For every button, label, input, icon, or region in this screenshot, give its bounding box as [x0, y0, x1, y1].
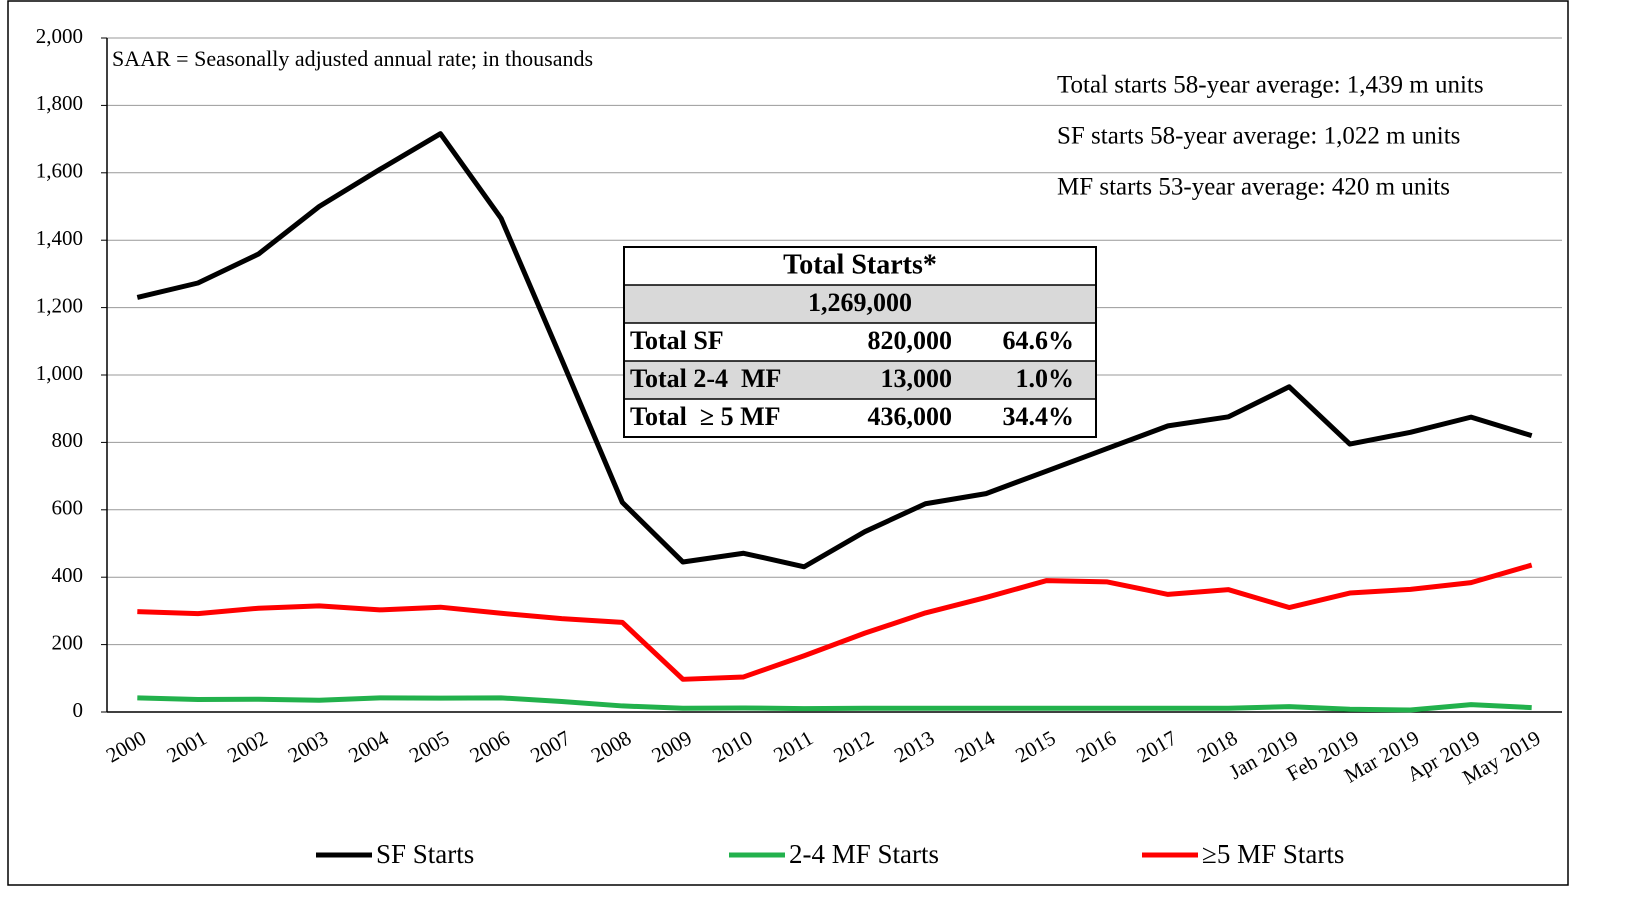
- y-tick-label: 1,400: [36, 226, 83, 250]
- annotation: SF starts 58-year average: 1,022 m units: [1057, 123, 1460, 150]
- y-tick-label: 0: [73, 698, 84, 722]
- chart-frame: [7, 0, 1569, 886]
- y-tick-label: 400: [52, 563, 84, 587]
- y-tick-label: 200: [52, 630, 84, 654]
- table-cell: 13,000: [881, 364, 953, 393]
- table-cell: 34.4%: [1003, 402, 1075, 431]
- legend-label: 2-4 MF Starts: [789, 839, 939, 869]
- table-cell: Total ≥ 5 MF: [630, 402, 781, 431]
- legend-label: SF Starts: [376, 839, 474, 869]
- y-tick-label: 1,200: [36, 293, 83, 317]
- y-tick-label: 800: [52, 428, 84, 452]
- table-cell: 1.0%: [1016, 364, 1075, 393]
- table-cell: 436,000: [868, 402, 953, 431]
- table-cell: Total 2-4 MF: [630, 364, 781, 393]
- y-tick-label: 1,600: [36, 159, 83, 183]
- annotation: SAAR = Seasonally adjusted annual rate; …: [112, 46, 593, 71]
- annotation: MF starts 53-year average: 420 m units: [1057, 174, 1450, 201]
- table-cell: Total SF: [630, 326, 724, 355]
- y-tick-label: 600: [52, 496, 84, 520]
- legend-label: ≥5 MF Starts: [1202, 839, 1344, 869]
- table-cell: 64.6%: [1003, 326, 1075, 355]
- series-line: [137, 695, 1532, 713]
- table-row-bg: [624, 361, 1096, 399]
- y-tick-label: 2,000: [36, 24, 83, 48]
- series-line: [136, 131, 1533, 570]
- series-line: [137, 562, 1533, 682]
- table-total: 1,269,000: [808, 288, 912, 317]
- table-frame: [623, 246, 1097, 438]
- table-cell: 820,000: [868, 326, 953, 355]
- table-title: Total Starts*: [783, 249, 937, 280]
- y-tick-label: 1,800: [36, 91, 83, 115]
- table-row-bg: [624, 285, 1096, 323]
- annotation: Total starts 58-year average: 1,439 m un…: [1057, 72, 1484, 99]
- y-tick-label: 1,000: [36, 361, 83, 385]
